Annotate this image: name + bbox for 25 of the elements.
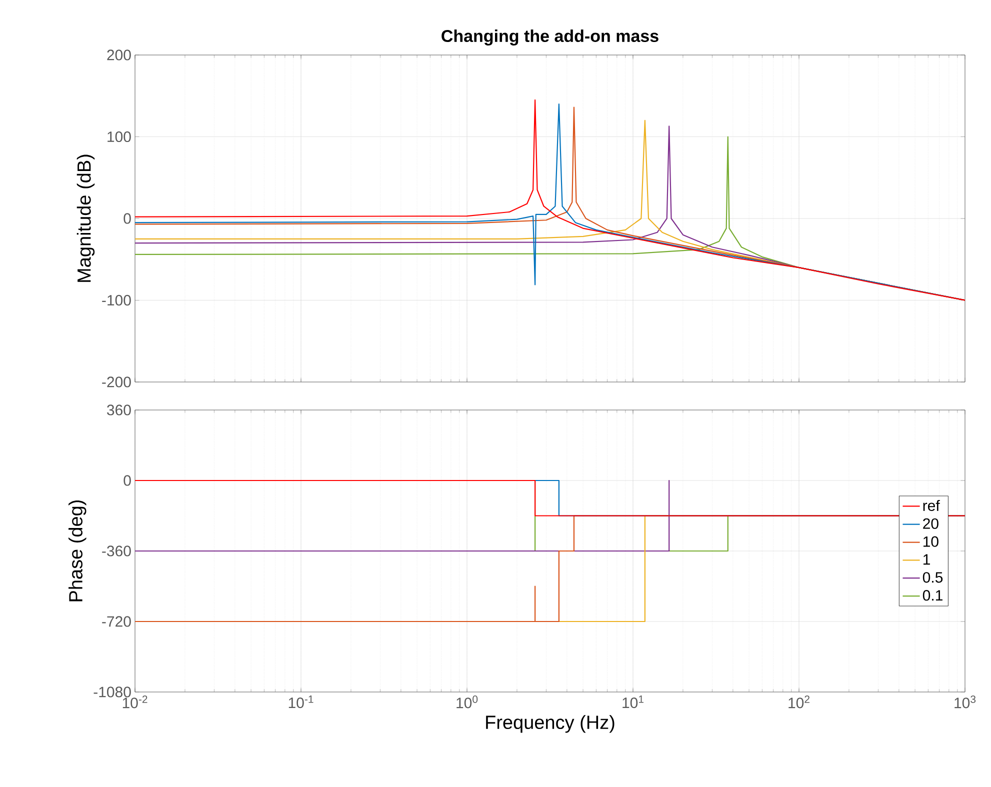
y-axis-title: Phase (deg) — [68, 500, 86, 602]
legend-label: 10 — [923, 536, 938, 547]
y-axis-title: Magnitude (dB) — [76, 154, 95, 282]
y-tick-label: -720 — [102, 616, 131, 627]
x-axis-title: Frequency (Hz) — [486, 715, 614, 733]
x-tick-label: 10$^{2}$ — [788, 696, 810, 708]
x-tick-label: 10$^{-1}$ — [288, 696, 314, 708]
y-tick-label: -1080 — [94, 686, 131, 698]
legend-label: 0.1 — [922, 590, 942, 601]
x-tick-label: 10$^{3}$ — [954, 696, 976, 708]
legend-label: 0.5 — [922, 572, 943, 583]
legend-label: ref — [923, 500, 940, 511]
chart-title: Changing the add-on mass — [442, 30, 658, 46]
y-tick-label: 0 — [124, 213, 131, 224]
y-tick-label: -100 — [102, 294, 131, 306]
y-tick-label: -200 — [102, 376, 131, 388]
y-tick-label: 100 — [108, 131, 131, 142]
x-tick-label: 10$^{1}$ — [622, 696, 644, 708]
legend-label: 1 — [923, 554, 930, 565]
y-tick-label: -360 — [102, 546, 131, 556]
x-tick-label: 10$^{0}$ — [456, 696, 478, 708]
y-tick-label: 0 — [124, 475, 131, 486]
y-tick-label: 360 — [107, 404, 131, 416]
y-tick-label: 200 — [107, 50, 131, 60]
legend-label: 20 — [923, 518, 938, 529]
